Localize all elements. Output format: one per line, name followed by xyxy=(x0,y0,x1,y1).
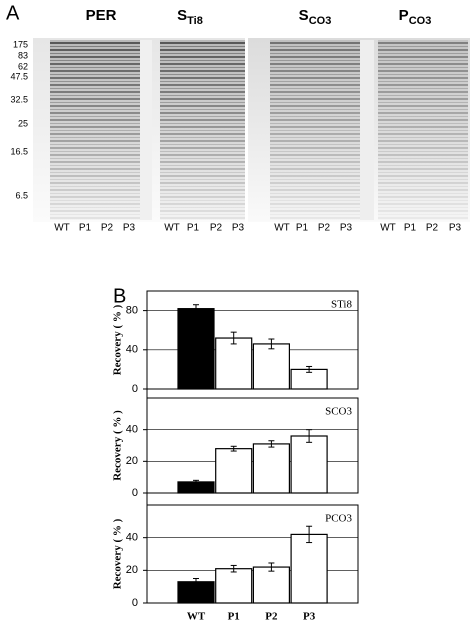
error-bar xyxy=(193,578,199,586)
y-tick-label: 0 xyxy=(132,487,138,499)
gel-title-sub: CO3 xyxy=(409,15,432,27)
lane-label: P1 xyxy=(296,223,309,234)
bar xyxy=(290,533,328,604)
y-tick-label: 80 xyxy=(126,305,138,317)
marker-label: 175 xyxy=(13,39,28,49)
lane-label: WT xyxy=(274,223,290,234)
lane-label: P1 xyxy=(187,223,200,234)
panel-label: B xyxy=(113,285,126,307)
gel-title-sub: Ti8 xyxy=(187,15,203,27)
lane-label: P2 xyxy=(318,223,331,234)
lane-label: WT xyxy=(54,223,70,234)
error-bar xyxy=(268,338,275,350)
lane-label: P3 xyxy=(232,223,245,234)
marker-label: 6.5 xyxy=(15,190,28,200)
bar xyxy=(215,337,253,390)
gel-title-main: PER xyxy=(86,7,117,24)
bar xyxy=(252,343,290,390)
panel-label: A xyxy=(6,2,20,24)
marker-label: 83 xyxy=(18,50,28,60)
lane-label: P1 xyxy=(79,223,92,234)
gel-image xyxy=(33,38,470,222)
chart-label: PCO3 xyxy=(325,513,352,525)
x-tick-label: WT xyxy=(187,611,206,623)
marker-label: 62 xyxy=(18,61,28,71)
lane-label: P3 xyxy=(340,223,353,234)
bar xyxy=(177,308,215,390)
error-bar xyxy=(193,479,199,484)
error-bar xyxy=(306,525,313,544)
error-bar xyxy=(268,562,275,572)
lane-label: P2 xyxy=(210,223,223,234)
gel-title: PCO3 xyxy=(399,7,432,27)
error-bar xyxy=(230,445,237,452)
y-tick-label: 0 xyxy=(132,597,138,609)
error-bar xyxy=(230,564,237,573)
lane-label: WT xyxy=(380,223,396,234)
x-tick-label: P2 xyxy=(265,611,278,623)
x-tick-label: P1 xyxy=(228,611,240,623)
bar xyxy=(290,435,328,494)
lane-label: P3 xyxy=(123,223,136,234)
gel-title: PER xyxy=(86,7,117,24)
bar xyxy=(215,568,253,604)
gel-title: SCO3 xyxy=(299,7,332,27)
gel-title: STi8 xyxy=(177,7,203,27)
y-tick-label: 20 xyxy=(126,455,138,467)
marker-label: 25 xyxy=(18,118,28,128)
chart-label: STi8 xyxy=(331,299,353,311)
error-bar xyxy=(306,429,313,443)
lane-label: P3 xyxy=(449,223,462,234)
bar xyxy=(252,443,290,494)
lane-label: P2 xyxy=(426,223,439,234)
gel-title-main: S xyxy=(177,7,187,24)
error-bar xyxy=(230,331,237,345)
gel-title-sub: CO3 xyxy=(309,15,332,27)
error-bar xyxy=(268,440,275,448)
marker-label: 32.5 xyxy=(10,94,28,104)
y-axis-title: Recovery ( % ) xyxy=(112,304,124,375)
marker-label: 47.5 xyxy=(10,71,28,81)
lane-label: P1 xyxy=(404,223,417,234)
chart-label: SCO3 xyxy=(325,406,352,418)
lane-label: WT xyxy=(164,223,180,234)
lane-label: P2 xyxy=(101,223,114,234)
bar xyxy=(215,448,253,494)
bar xyxy=(252,566,290,604)
y-axis-title: Recovery ( % ) xyxy=(112,410,124,481)
y-tick-label: 40 xyxy=(126,344,138,356)
y-tick-label: 20 xyxy=(126,564,138,576)
gel-title-main: S xyxy=(299,7,309,24)
error-bar xyxy=(193,304,199,314)
marker-label: 16.5 xyxy=(10,146,28,156)
error-bar xyxy=(306,365,313,373)
y-tick-label: 40 xyxy=(126,424,138,436)
y-axis-title: Recovery ( % ) xyxy=(112,518,124,589)
y-tick-label: 40 xyxy=(126,532,138,544)
x-tick-label: P3 xyxy=(303,611,316,623)
gel-title-main: P xyxy=(399,7,409,24)
y-tick-label: 0 xyxy=(132,383,138,395)
